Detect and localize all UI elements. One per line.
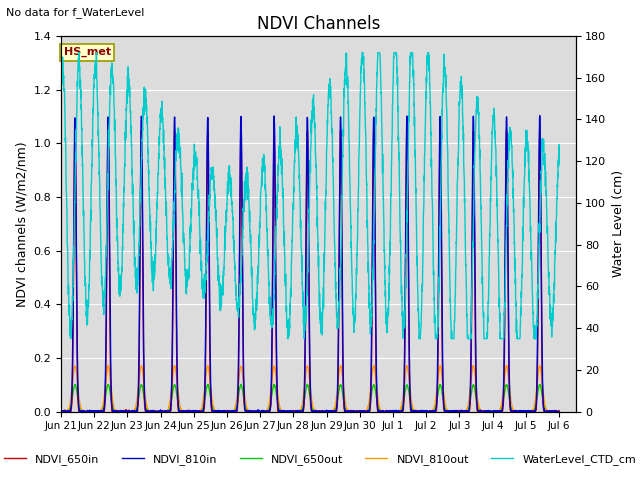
NDVI_810in (57, 408, 65, 414)
Line: NDVI_810out: NDVI_810out (61, 365, 559, 412)
NDVI_650out (248, 409, 256, 415)
WaterLevel_CTD_cm (270, 297, 278, 303)
Legend: NDVI_650in, NDVI_810in, NDVI_650out, NDVI_810out, WaterLevel_CTD_cm: NDVI_650in, NDVI_810in, NDVI_650out, NDV… (0, 450, 640, 469)
NDVI_810in (555, 409, 563, 415)
WaterLevel_CTD_cm (546, 292, 554, 298)
NDVI_810out (114, 408, 122, 414)
NDVI_810out (270, 364, 278, 370)
NDVI_810out (144, 406, 152, 412)
WaterLevel_CTD_cm (144, 133, 152, 139)
WaterLevel_CTD_cm (492, 149, 500, 155)
NDVI_650in (492, 409, 500, 415)
NDVI_650in (248, 408, 256, 414)
NDVI_650in (555, 408, 563, 413)
WaterLevel_CTD_cm (248, 286, 256, 291)
Text: HS_met: HS_met (63, 47, 111, 58)
NDVI_810out (546, 409, 554, 415)
NDVI_650in (144, 409, 152, 415)
Title: NDVI Channels: NDVI Channels (257, 15, 380, 33)
NDVI_810in (58, 409, 65, 415)
NDVI_810out (57, 408, 65, 414)
NDVI_650in (545, 409, 553, 415)
NDVI_650out (57, 408, 65, 414)
NDVI_810in (536, 113, 543, 119)
Line: WaterLevel_CTD_cm: WaterLevel_CTD_cm (61, 53, 559, 338)
NDVI_650in (114, 408, 122, 414)
NDVI_810in (546, 408, 554, 414)
NDVI_650out (492, 408, 500, 414)
NDVI_650in (71, 126, 79, 132)
NDVI_810out (248, 409, 256, 415)
Line: NDVI_650in: NDVI_650in (61, 129, 559, 412)
Line: NDVI_810in: NDVI_810in (61, 116, 559, 412)
NDVI_810in (114, 409, 122, 415)
NDVI_810in (248, 409, 256, 415)
WaterLevel_CTD_cm (115, 259, 122, 265)
NDVI_810in (144, 408, 152, 414)
NDVI_650in (270, 144, 278, 150)
NDVI_810in (270, 129, 278, 135)
NDVI_650out (237, 382, 245, 387)
Text: No data for f_WaterLevel: No data for f_WaterLevel (6, 7, 145, 18)
Y-axis label: Water Level (cm): Water Level (cm) (612, 170, 625, 277)
NDVI_650out (58, 409, 65, 415)
WaterLevel_CTD_cm (57, 78, 65, 84)
NDVI_650out (144, 408, 152, 413)
NDVI_810out (492, 409, 500, 415)
NDVI_650out (546, 408, 554, 414)
NDVI_650out (114, 408, 122, 414)
WaterLevel_CTD_cm (76, 50, 83, 56)
NDVI_650out (270, 383, 278, 388)
Y-axis label: NDVI channels (W/m2/nm): NDVI channels (W/m2/nm) (15, 141, 28, 307)
NDVI_650in (57, 409, 65, 415)
NDVI_650out (555, 409, 563, 415)
WaterLevel_CTD_cm (555, 161, 563, 167)
NDVI_810out (58, 409, 65, 415)
NDVI_810in (492, 409, 500, 415)
NDVI_810out (555, 409, 563, 415)
NDVI_810out (503, 362, 511, 368)
Line: NDVI_650out: NDVI_650out (61, 384, 559, 412)
WaterLevel_CTD_cm (67, 336, 75, 341)
